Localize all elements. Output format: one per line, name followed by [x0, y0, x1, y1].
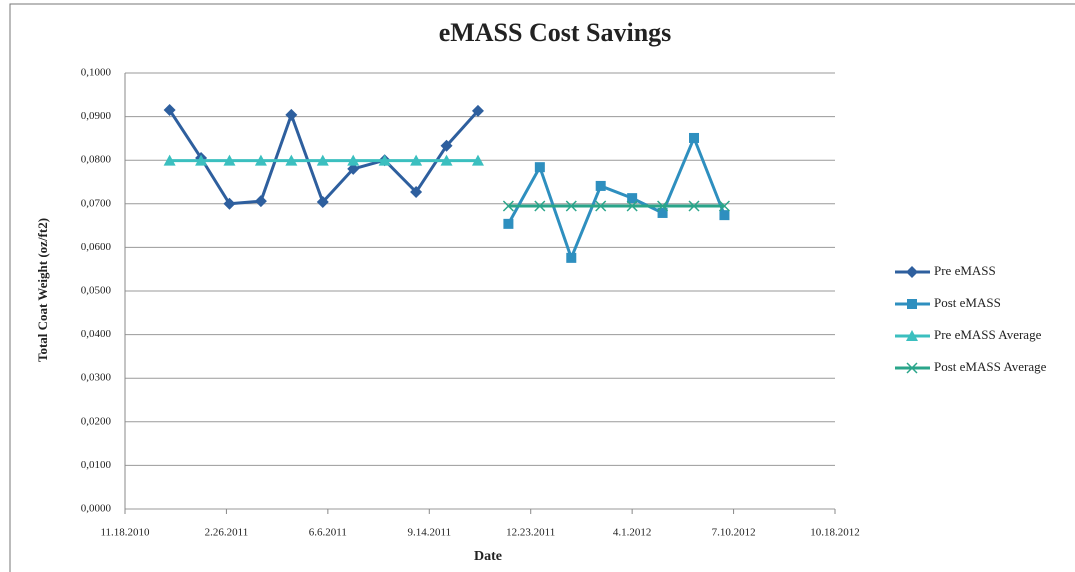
point [595, 180, 606, 191]
point [471, 104, 484, 117]
point [907, 299, 917, 309]
y-tick-label: 0,1000 [81, 67, 112, 79]
legend-label: Post eMASS [934, 295, 1001, 310]
y-axis-label: Total Coat Weight (oz/ft2) [35, 218, 50, 362]
x-tick-label: 2.26.2011 [205, 527, 249, 539]
point [440, 154, 453, 166]
x-tick-label: 7.10.2012 [712, 527, 756, 539]
point [347, 154, 360, 166]
point [718, 200, 730, 212]
point [502, 200, 514, 212]
series-line [507, 133, 726, 263]
legend-label: Post eMASS Average [934, 359, 1047, 374]
point [627, 193, 638, 204]
point [906, 330, 918, 341]
point [410, 186, 423, 199]
x-axis-label: Date [474, 549, 502, 564]
point [906, 362, 918, 374]
point [906, 266, 918, 278]
y-tick-label: 0,0800 [81, 154, 112, 166]
point [688, 200, 700, 212]
point [410, 154, 423, 166]
x-tick-label: 12.23.2011 [506, 527, 555, 539]
y-tick-label: 0,0100 [81, 459, 112, 471]
point [719, 210, 730, 221]
y-tick-label: 0,0200 [81, 415, 112, 427]
x-tick-label: 10.18.2012 [810, 527, 860, 539]
x-tick-label: 11.18.2010 [100, 527, 150, 539]
point [285, 108, 298, 121]
x-tick-label: 9.14.2011 [407, 527, 451, 539]
point [566, 252, 577, 263]
point [657, 207, 668, 218]
legend-label: Pre eMASS [934, 263, 996, 278]
point [534, 200, 546, 212]
point [378, 154, 391, 166]
point [254, 195, 267, 208]
point [595, 200, 607, 212]
y-tick-label: 0,0300 [81, 372, 112, 384]
y-tick-label: 0,0700 [81, 197, 112, 209]
point [565, 200, 577, 212]
point [316, 196, 329, 209]
y-tick-label: 0,0400 [81, 328, 112, 340]
point [316, 154, 329, 166]
y-tick-label: 0,0900 [81, 110, 112, 122]
point [440, 139, 453, 152]
y-tick-label: 0,0000 [81, 503, 112, 515]
point [163, 154, 176, 166]
frame [9, 3, 1075, 572]
x-tick-label: 4.1.2012 [613, 527, 652, 539]
point [285, 154, 298, 166]
point [254, 154, 267, 166]
point [347, 162, 360, 175]
point [223, 197, 236, 210]
point [223, 154, 236, 166]
point [689, 132, 700, 143]
point [471, 154, 484, 166]
point [195, 154, 208, 166]
point [626, 200, 638, 212]
y-tick-label: 0,0500 [81, 285, 112, 297]
point [503, 218, 514, 229]
legend-label: Pre eMASS Average [934, 327, 1042, 342]
x-tick-label: 6.6.2011 [309, 527, 347, 539]
point [163, 104, 176, 117]
y-tick-label: 0,0600 [81, 241, 112, 253]
point [657, 200, 669, 212]
point [534, 162, 545, 173]
chart-title: eMASS Cost Savings [439, 18, 672, 47]
